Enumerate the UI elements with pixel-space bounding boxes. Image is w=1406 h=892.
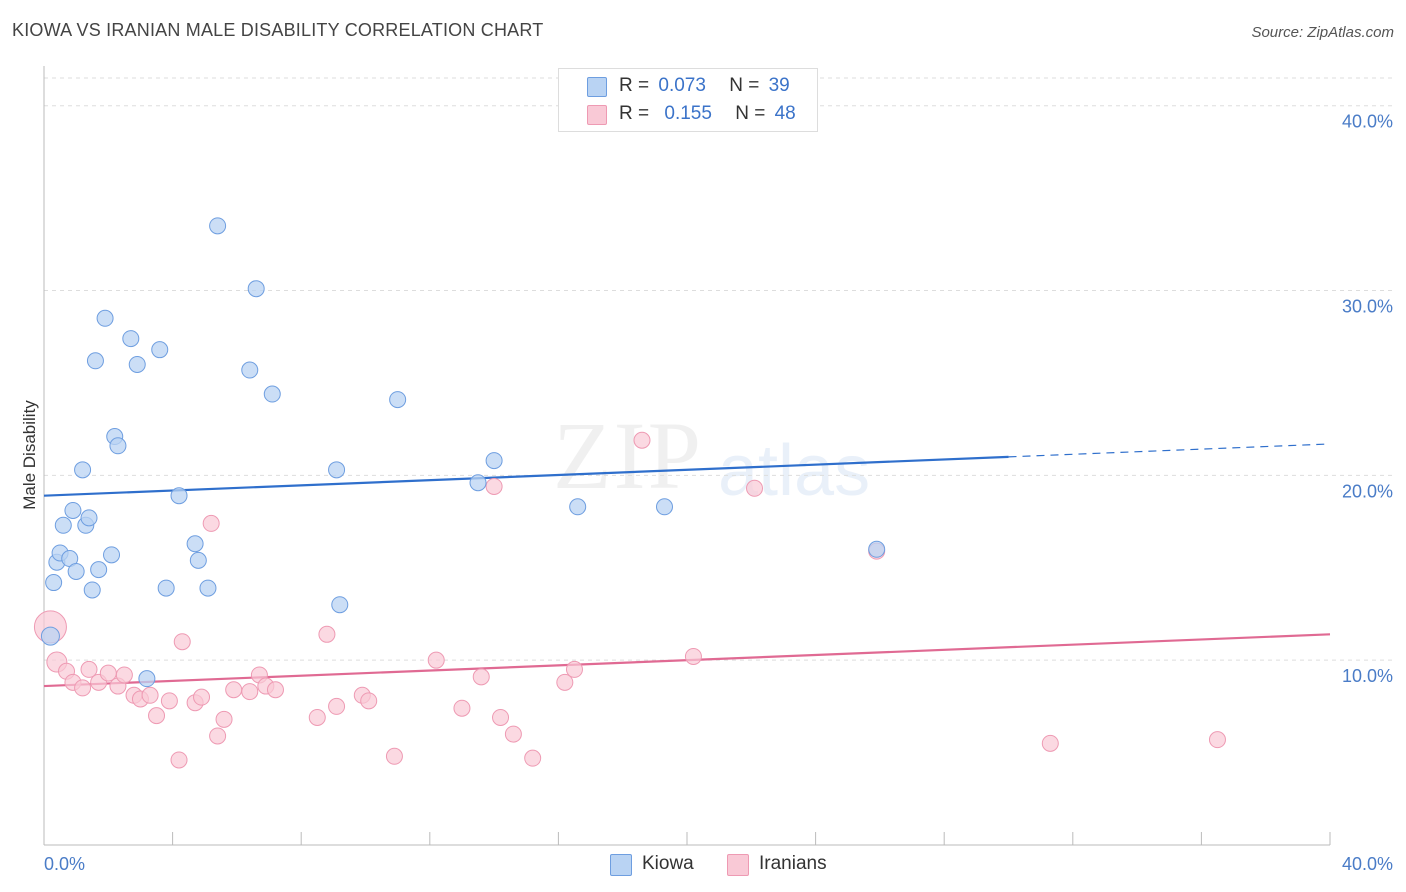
correlation-legend: R = 0.073 N = 39 R = 0.155 N = 48 — [558, 68, 818, 132]
kiowa-point — [54, 516, 72, 534]
kiowa-point — [67, 562, 85, 580]
iranians-point — [385, 747, 403, 765]
kiowa-point — [209, 217, 227, 235]
kiowa-point — [389, 391, 407, 409]
kiowa-point — [45, 574, 63, 592]
chart-title: KIOWA VS IRANIAN MALE DISABILITY CORRELA… — [12, 20, 544, 40]
kiowa-r-label: R = — [619, 75, 650, 96]
kiowa-point — [90, 561, 108, 579]
iranians-point — [80, 660, 98, 678]
kiowa-point — [109, 437, 127, 455]
kiowa-point — [469, 474, 487, 492]
bottom-iranians-label: Iranians — [759, 853, 827, 874]
kiowa-point — [64, 501, 82, 519]
kiowa-trend-extension — [1008, 443, 1331, 458]
iranians-point — [241, 683, 259, 701]
iranians-point — [170, 751, 188, 769]
x-tick-label: 0.0% — [44, 854, 85, 874]
iranians-point — [193, 688, 211, 706]
iranians-r-label: R = — [619, 103, 650, 124]
iranians-point — [684, 647, 702, 665]
iranians-point — [485, 477, 503, 495]
bottom-iranians-swatch — [727, 854, 749, 876]
iranians-n-label: N = — [735, 103, 766, 124]
kiowa-n-label: N = — [729, 75, 760, 96]
iranians-point — [1041, 734, 1059, 752]
kiowa-point — [86, 352, 104, 370]
kiowa-trend-line — [43, 455, 1009, 497]
iranians-r-value: 0.155 — [664, 103, 712, 124]
kiowa-point — [80, 509, 98, 527]
iranians-point — [225, 681, 243, 699]
iranians-point — [427, 651, 445, 669]
iranians-point — [160, 692, 178, 710]
iranians-point — [148, 707, 166, 725]
iranians-point — [308, 708, 326, 726]
kiowa-point — [247, 280, 265, 298]
bottom-kiowa-swatch — [610, 854, 632, 876]
iranians-point — [202, 514, 220, 532]
iranians-point — [266, 681, 284, 699]
iranians-point — [472, 668, 490, 686]
iranians-point — [209, 727, 227, 745]
kiowa-point — [189, 551, 207, 569]
kiowa-point — [138, 670, 156, 688]
kiowa-point — [331, 596, 349, 614]
iranians-swatch — [587, 105, 607, 125]
kiowa-point — [74, 461, 92, 479]
iranians-point — [504, 725, 522, 743]
x-tick-label: 40.0% — [1342, 854, 1393, 874]
kiowa-point — [103, 546, 121, 564]
kiowa-point — [569, 498, 587, 516]
iranians-point — [565, 660, 583, 678]
iranians-point — [115, 666, 133, 684]
watermark-zip: ZIP — [553, 402, 703, 509]
iranians-n-value: 48 — [774, 103, 796, 124]
kiowa-point — [151, 341, 169, 359]
kiowa-point — [655, 498, 673, 516]
kiowa-point — [122, 330, 140, 348]
iranians-point — [633, 431, 651, 449]
kiowa-point — [157, 579, 175, 597]
iranians-point — [215, 710, 233, 728]
y-tick-label: 20.0% — [1342, 481, 1393, 501]
iranians-point — [746, 479, 764, 497]
iranians-point — [74, 679, 92, 697]
y-tick-label: 10.0% — [1342, 666, 1393, 686]
iranians-point — [173, 633, 191, 651]
bottom-kiowa-label: Kiowa — [642, 853, 694, 874]
kiowa-point — [186, 535, 204, 553]
kiowa-point — [485, 452, 503, 470]
kiowa-swatch — [587, 77, 607, 97]
kiowa-point — [83, 581, 101, 599]
iranians-point — [556, 673, 574, 691]
kiowa-point — [263, 385, 281, 403]
kiowa-point — [328, 461, 346, 479]
iranians-point — [360, 692, 378, 710]
kiowa-point — [40, 626, 60, 646]
kiowa-point — [241, 361, 259, 379]
kiowa-point — [868, 540, 886, 558]
kiowa-point — [170, 487, 188, 505]
iranians-point — [492, 708, 510, 726]
kiowa-n-value: 39 — [768, 75, 790, 96]
watermark-atlas: atlas — [718, 431, 871, 511]
iranians-point — [1208, 731, 1226, 749]
iranians-point — [524, 749, 542, 767]
kiowa-point — [96, 309, 114, 327]
y-tick-label: 30.0% — [1342, 297, 1393, 317]
kiowa-r-value: 0.073 — [658, 75, 706, 96]
iranians-point — [318, 625, 336, 643]
iranians-point — [328, 697, 346, 715]
kiowa-point — [128, 355, 146, 373]
y-tick-label: 40.0% — [1342, 112, 1393, 132]
iranians-point — [141, 686, 159, 704]
source-credit: Source: ZipAtlas.com — [1251, 24, 1394, 41]
kiowa-point — [199, 579, 217, 597]
iranians-point — [453, 699, 471, 717]
